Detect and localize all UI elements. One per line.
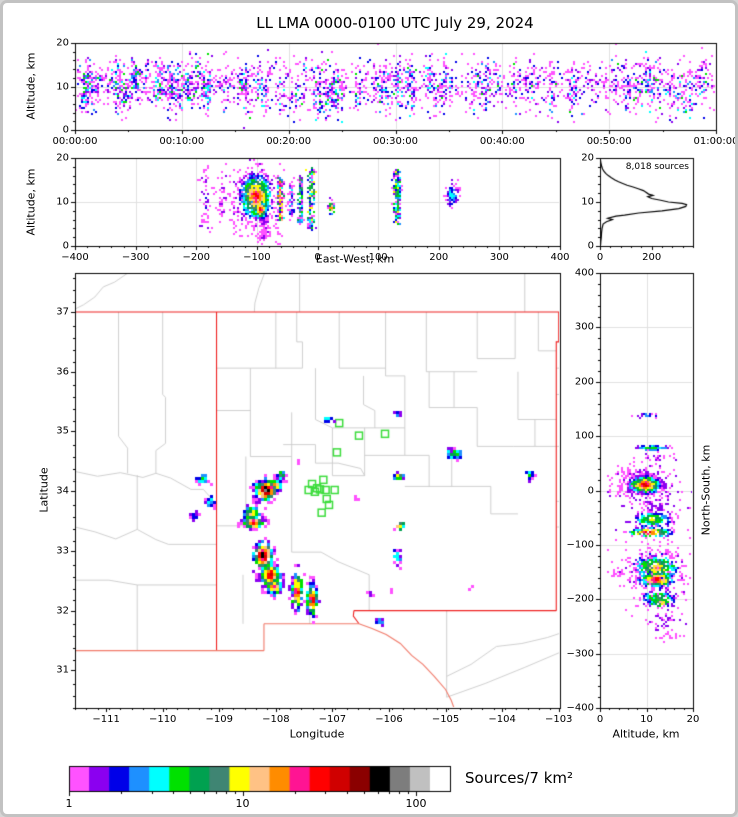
ns-panel-xlabel: Altitude, km [612, 727, 680, 741]
map-ytick-36: 36 [56, 366, 69, 378]
map-ytick-31: 31 [56, 664, 69, 676]
figure-title: LL LMA 0000-0100 UTC July 29, 2024 [256, 14, 534, 32]
plot-canvas [3, 3, 735, 814]
time-xtick-00:50:00: 00:50:00 [586, 136, 632, 147]
ns-ytick-400: 400 [574, 267, 594, 279]
map-xtick-−109: −109 [205, 714, 233, 725]
colorbar-tick-100: 100 [405, 797, 427, 810]
time-xtick-00:20:00: 00:20:00 [266, 136, 312, 147]
hist-ytick-10: 10 [581, 196, 594, 208]
ns-panel-ylabel: North-South, km [699, 444, 713, 536]
ns-ytick-200: 200 [574, 376, 594, 388]
ns-ytick-0: 0 [587, 485, 594, 496]
ew-ytick-0: 0 [62, 240, 69, 252]
time-ytick-0: 0 [62, 124, 69, 136]
time-panel-ylabel: Altitude, km [24, 52, 38, 120]
ns-ytick-−200: −200 [566, 593, 594, 605]
map-xtick-−104: −104 [488, 714, 516, 725]
time-ytick-20: 20 [56, 37, 69, 49]
map-xtick-−111: −111 [92, 714, 120, 725]
map-ylabel: Latitude [37, 467, 51, 513]
ew-panel-xlabel: East-West, km [315, 252, 395, 266]
ns-ytick-100: 100 [574, 430, 594, 442]
ns-xtick-0: 0 [596, 714, 604, 725]
ew-xtick-−300: −300 [121, 252, 150, 263]
map-xtick-−110: −110 [148, 714, 177, 725]
ns-xtick-10: 10 [640, 714, 653, 725]
map-xlabel: Longitude [289, 727, 345, 741]
source-count-annotation: 8,018 sources [625, 162, 689, 172]
map-ytick-32: 32 [56, 605, 69, 617]
ew-xtick-−200: −200 [182, 252, 210, 263]
colorbar-tick-10: 10 [235, 797, 250, 810]
time-xtick-01:00:00: 01:00:00 [693, 136, 738, 147]
time-ytick-10: 10 [56, 81, 69, 92]
time-xtick-00:40:00: 00:40:00 [479, 136, 525, 147]
ns-ytick-−300: −300 [566, 648, 594, 660]
time-xtick-00:10:00: 00:10:00 [159, 136, 205, 147]
ew-ytick-20: 20 [56, 152, 69, 164]
map-ytick-34: 34 [56, 485, 69, 497]
ns-ytick-300: 300 [574, 321, 594, 333]
ew-xtick-200: 200 [429, 252, 449, 263]
map-ytick-35: 35 [56, 425, 69, 437]
hist-ytick-0: 0 [587, 240, 594, 252]
map-xtick-−105: −105 [431, 714, 460, 725]
time-xtick-00:00:00: 00:00:00 [52, 136, 98, 147]
ew-xtick-0: 0 [314, 252, 321, 263]
colorbar-tick-1: 1 [65, 797, 73, 810]
hist-ytick-20: 20 [581, 152, 594, 164]
colorbar-label: Sources/7 km² [465, 769, 574, 787]
hist-xtick-0: 0 [596, 252, 604, 263]
map-ytick-37: 37 [56, 306, 69, 318]
map-xtick-−107: −107 [318, 714, 347, 725]
ew-panel-ylabel: Altitude, km [24, 168, 38, 236]
ew-ytick-10: 10 [56, 196, 69, 208]
map-xtick-−106: −106 [375, 714, 403, 725]
ew-xtick-400: 400 [550, 252, 570, 263]
map-xtick-−103: −103 [544, 714, 573, 725]
ew-xtick-300: 300 [489, 252, 509, 263]
map-xtick-−108: −108 [262, 714, 290, 725]
ns-ytick-−400: −400 [566, 702, 594, 714]
ew-xtick-−100: −100 [243, 252, 271, 263]
ns-xtick-20: 20 [686, 714, 700, 725]
time-xtick-00:30:00: 00:30:00 [373, 136, 418, 147]
hist-xtick-200: 200 [642, 252, 662, 263]
ns-ytick-−100: −100 [566, 539, 594, 551]
map-ytick-33: 33 [56, 545, 69, 557]
ew-xtick-−400: −400 [61, 252, 89, 263]
ew-xtick-100: 100 [368, 252, 388, 263]
